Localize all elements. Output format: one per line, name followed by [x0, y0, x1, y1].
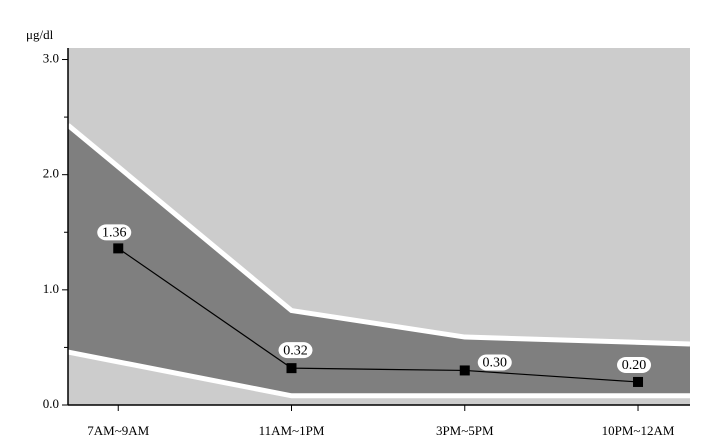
- value-label: 0.32: [283, 343, 308, 358]
- x-tick-label: 3PM~5PM: [436, 423, 494, 438]
- value-label: 0.20: [622, 358, 647, 373]
- y-tick-label: 0.0: [43, 396, 59, 411]
- value-label-bg: [97, 224, 132, 241]
- reference-band: [68, 125, 690, 396]
- value-label-bg: [278, 342, 313, 359]
- value-label: 1.36: [102, 226, 127, 241]
- x-tick-label: 11AM~1PM: [259, 423, 325, 438]
- data-point: [113, 243, 124, 254]
- y-tick-label: 3.0: [43, 51, 59, 66]
- y-tick-label: 2.0: [43, 166, 59, 181]
- y-axis-unit: μg/dl: [26, 27, 54, 42]
- y-tick-label: 1.0: [43, 281, 59, 296]
- x-tick-label: 7AM~9AM: [87, 423, 149, 438]
- value-label-bg: [617, 356, 652, 373]
- data-line: [117, 247, 639, 383]
- data-point: [633, 376, 644, 387]
- data-point: [286, 363, 297, 374]
- value-label-bg: [477, 354, 512, 371]
- value-label: 0.30: [483, 356, 508, 371]
- band-upper-edge: [66, 123, 691, 347]
- x-tick-label: 10PM~12AM: [602, 423, 675, 438]
- band-lower-edge: [67, 349, 690, 399]
- data-point: [459, 365, 470, 376]
